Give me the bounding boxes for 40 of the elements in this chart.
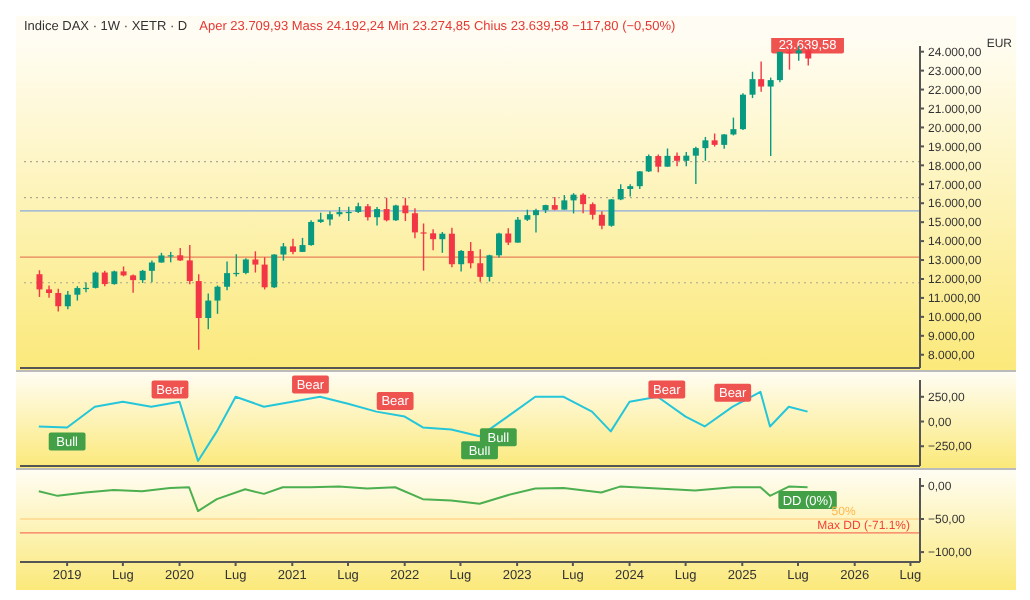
candlestick xyxy=(664,147,671,168)
candlestick xyxy=(55,288,62,313)
candlestick xyxy=(477,248,484,283)
candlestick xyxy=(186,244,193,285)
candlestick xyxy=(271,253,278,289)
candlestick xyxy=(674,151,681,167)
candlestick xyxy=(374,206,381,227)
candlestick xyxy=(758,60,765,93)
candlestick xyxy=(326,210,333,227)
candlestick xyxy=(36,269,43,298)
candlestick xyxy=(46,284,53,299)
candlestick xyxy=(214,284,221,315)
candlestick xyxy=(195,273,202,351)
candlestick xyxy=(458,249,465,273)
candlestick xyxy=(496,232,503,259)
candlestick xyxy=(224,260,231,291)
line-series xyxy=(37,485,809,513)
candlestick xyxy=(261,256,268,291)
candlestick xyxy=(148,259,155,283)
candlestick xyxy=(439,231,446,254)
candlestick xyxy=(739,92,746,131)
candlestick xyxy=(64,290,71,310)
candlestick xyxy=(749,71,756,99)
candlestick xyxy=(486,254,493,283)
candlestick xyxy=(411,207,418,239)
candlestick xyxy=(767,76,774,157)
candlestick xyxy=(383,197,390,223)
candlestick xyxy=(692,146,699,185)
candlestick xyxy=(514,216,521,244)
candlestick xyxy=(308,219,315,247)
candlestick xyxy=(448,226,455,268)
candlestick xyxy=(532,208,539,234)
candlestick xyxy=(776,50,783,83)
candlestick xyxy=(702,136,709,162)
candlestick xyxy=(608,198,615,228)
candlestick xyxy=(252,250,259,274)
candlestick xyxy=(580,192,587,214)
candlestick xyxy=(467,241,474,270)
candlestick xyxy=(205,292,212,331)
candlestick xyxy=(402,197,409,222)
